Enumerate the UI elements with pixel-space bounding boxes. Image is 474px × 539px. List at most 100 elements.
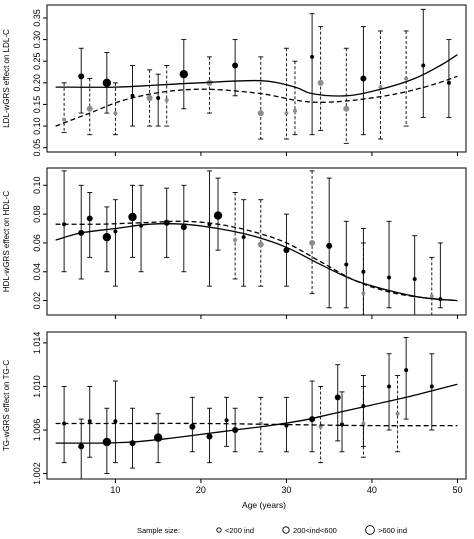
data-point: [189, 423, 196, 430]
data-point: [309, 239, 316, 246]
panel-tg: 1.002 1.006 1.010 1.014 TG-wGRS effect on TG…: [2, 331, 467, 495]
data-point: [224, 418, 229, 423]
y-tick-label: 1.010: [32, 375, 42, 398]
y-tick-label: 0.15: [32, 96, 42, 114]
y-tick-label: 0.30: [32, 31, 42, 49]
data-point: [326, 242, 333, 249]
data-point: [446, 80, 451, 85]
data-point: [102, 232, 112, 242]
data-point: [102, 78, 112, 88]
data-point: [421, 63, 426, 68]
y-tick-label: 0.04: [32, 263, 42, 281]
fit-line-solid: [55, 383, 458, 444]
fit-line-dashed: [55, 75, 458, 127]
data-point: [87, 419, 92, 424]
y-tick-label: 1.002: [32, 462, 42, 485]
data-point: [86, 105, 93, 112]
data-point: [317, 79, 324, 86]
data-point: [404, 368, 409, 373]
legend-label-small: <200 ind: [225, 526, 254, 535]
data-point: [429, 384, 434, 389]
data-point: [78, 73, 85, 80]
data-point: [284, 111, 289, 116]
y-tick-label: 0.25: [32, 52, 42, 70]
legend-label-large: >600 ind: [378, 526, 407, 535]
data-point: [378, 85, 383, 90]
data-point: [318, 424, 323, 429]
data-point: [102, 437, 112, 447]
y-tick-label: 0.05: [32, 139, 42, 157]
y-tick-label: 0.02: [32, 292, 42, 310]
data-point: [78, 443, 85, 450]
data-point: [213, 211, 223, 220]
data-point: [310, 54, 315, 59]
x-axis-label: Age (years): [242, 500, 286, 510]
y-axis-label: HDL-wGRS effect on HDL-C: [2, 191, 11, 292]
data-point: [241, 235, 246, 240]
y-tick-label: 0.08: [32, 205, 42, 223]
y-axis-label: LDL-wGRS effect on LDL-C: [2, 29, 11, 128]
data-point: [128, 212, 137, 222]
data-point: [361, 291, 366, 296]
data-point: [86, 215, 93, 222]
data-point: [206, 433, 213, 440]
data-point: [395, 411, 400, 416]
x-tick-label: 40: [367, 485, 377, 495]
data-point: [284, 423, 289, 428]
y-tick-label: 0.20: [32, 74, 42, 92]
y-tick-label: 1.014: [32, 332, 42, 355]
data-point: [156, 95, 161, 100]
fit-line-solid: [55, 54, 458, 97]
data-point: [164, 98, 169, 103]
data-point: [62, 117, 67, 122]
data-point: [412, 276, 417, 281]
panel-hdl: 0.02 0.04 0.06 0.08 0.10 HDL-wGRS effect on H…: [2, 167, 467, 319]
data-point: [292, 108, 297, 113]
data-point: [129, 440, 136, 447]
y-tick-label: 0.35: [32, 9, 42, 27]
data-point: [257, 110, 264, 117]
data-point: [344, 262, 349, 267]
data-point: [146, 94, 153, 101]
fit-line-solid: [55, 223, 458, 302]
y-tick-label: 1.006: [32, 419, 42, 442]
data-point: [130, 93, 135, 98]
fit-line-dashed: [55, 422, 458, 427]
data-point: [429, 294, 434, 299]
data-point: [334, 394, 341, 401]
plot-frame-ldl: [46, 4, 467, 153]
data-point: [343, 105, 350, 112]
data-point: [361, 421, 366, 426]
data-point: [113, 419, 118, 424]
x-tick-label: 50: [452, 485, 462, 495]
fit-line-dashed: [55, 220, 458, 302]
x-tick-label: 20: [196, 485, 206, 495]
y-tick-label: 0.06: [32, 234, 42, 252]
data-point: [233, 238, 238, 243]
plot-frame-tg: [46, 331, 467, 480]
data-point: [257, 241, 264, 248]
legend: Sample size: <200 ind 200<ind<600 >600 i…: [137, 525, 407, 535]
data-point: [387, 275, 392, 280]
data-point: [258, 421, 263, 426]
y-tick-label: 0.10: [32, 117, 42, 135]
y-axis-label: TG-wGRS effect on TG-C: [2, 360, 11, 452]
data-point: [360, 75, 367, 82]
x-tick-label: 10: [110, 485, 120, 495]
y-tick-label: 0.10: [32, 177, 42, 195]
data-point: [232, 62, 239, 69]
data-point: [387, 384, 392, 389]
data-point: [179, 69, 189, 79]
x-tick-label: 30: [281, 485, 291, 495]
data-point: [113, 111, 118, 116]
legend-title: Sample size:: [137, 526, 180, 535]
legend-label-mid: 200<ind<600: [293, 526, 337, 535]
panel-ldl: 0.05 0.10 0.15 0.20 0.25 0.30 0.35 LDL-wGRS eff…: [2, 4, 467, 157]
legend-symbol-mid: [282, 526, 290, 534]
data-point: [163, 219, 170, 226]
data-point: [180, 224, 187, 231]
data-point: [361, 269, 366, 274]
legend-symbol-small: [216, 527, 222, 533]
data-point: [113, 229, 118, 234]
